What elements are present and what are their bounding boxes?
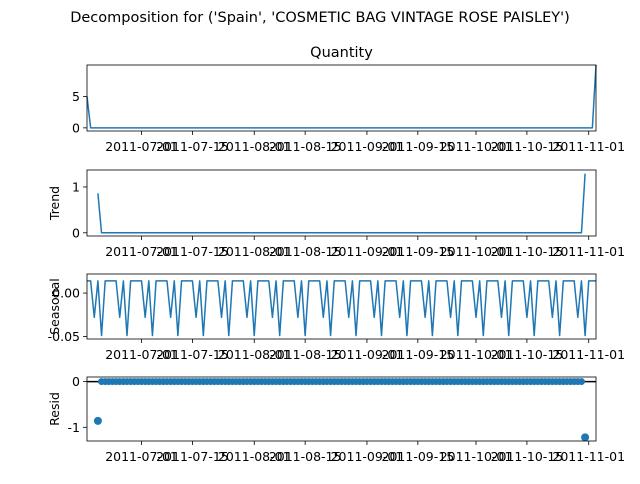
x-tick-label: 2011-10-01: [440, 449, 513, 464]
x-tick-label: 2011-11-01: [552, 449, 625, 464]
y-tick-label: -1: [68, 420, 80, 435]
series-line: [86, 64, 597, 129]
x-tick-label: 2011-10-15: [491, 244, 564, 259]
panel-1: Quantity 0 5 2011-07-012011-07-152011-08-01…: [72, 45, 625, 154]
x-tick-label: 2011-07-15: [156, 347, 229, 362]
x-tick-label: 2011-08-15: [269, 244, 342, 259]
y-tick-label: 0: [72, 225, 80, 240]
x-tick-label: 2011-07-01: [105, 449, 178, 464]
resid-outlier-point: [93, 416, 102, 425]
y-tick-label: 0: [72, 120, 80, 135]
plot-frame: [86, 273, 597, 340]
resid-point: [577, 378, 585, 386]
x-tick-label: 2011-07-15: [156, 244, 229, 259]
panel-4: Resid0-12011-07-012011-07-152011-08-0120…: [47, 374, 625, 464]
y-tick-label: 5: [72, 89, 80, 104]
x-tick-label: 2011-09-01: [331, 244, 404, 259]
y-tick-label: 0: [72, 374, 80, 389]
x-tick-label: 2011-10-01: [440, 244, 513, 259]
x-tick-label: 2011-09-15: [382, 244, 455, 259]
x-tick-label: 2011-09-15: [382, 347, 455, 362]
y-axis-label: Resid: [47, 392, 62, 426]
x-tick-label: 2011-07-15: [156, 449, 229, 464]
x-tick-label: 2011-09-01: [331, 347, 404, 362]
panel-title: Quantity: [310, 45, 373, 61]
x-tick-label: 2011-11-01: [552, 139, 625, 154]
x-tick-label: 2011-09-01: [331, 139, 404, 154]
y-tick-label: -0.05: [48, 329, 80, 344]
x-tick-label: 2011-07-01: [105, 244, 178, 259]
resid-outlier-point: [581, 433, 590, 442]
x-tick-label: 2011-11-01: [552, 244, 625, 259]
panel-3: Seasonal0.00-0.052011-07-012011-07-15201…: [47, 273, 625, 362]
x-tick-label: 2011-10-15: [491, 347, 564, 362]
series-line: [97, 173, 586, 234]
x-tick-label: 2011-07-15: [156, 139, 229, 154]
x-tick-label: 2011-09-15: [382, 449, 455, 464]
figure-suptitle: Decomposition for ('Spain', 'COSMETIC BA…: [70, 10, 570, 26]
x-tick-label: 2011-10-01: [440, 139, 513, 154]
y-axis-label: Seasonal: [47, 278, 62, 335]
x-tick-label: 2011-08-15: [269, 139, 342, 154]
x-tick-label: 2011-08-15: [269, 449, 342, 464]
x-tick-label: 2011-10-15: [491, 139, 564, 154]
panel-2: Trend012011-07-012011-07-152011-08-01201…: [47, 169, 625, 259]
plot-frame: [86, 64, 597, 132]
plot-frame: [86, 376, 597, 442]
x-tick-label: 2011-08-15: [269, 347, 342, 362]
x-tick-label: 2011-09-01: [331, 449, 404, 464]
y-tick-label: 1: [72, 179, 80, 194]
y-axis-label: Trend: [47, 186, 62, 221]
series-line: [87, 280, 596, 337]
x-tick-label: 2011-08-01: [218, 244, 291, 259]
x-tick-label: 2011-08-01: [218, 139, 291, 154]
x-tick-label: 2011-09-15: [382, 139, 455, 154]
y-tick-label: 0.00: [52, 286, 80, 301]
x-tick-label: 2011-07-01: [105, 347, 178, 362]
x-tick-label: 2011-08-01: [218, 449, 291, 464]
x-tick-label: 2011-08-01: [218, 347, 291, 362]
resid-points: [93, 378, 590, 442]
plot-frame: [86, 169, 597, 237]
x-tick-label: 2011-10-15: [491, 449, 564, 464]
x-tick-label: 2011-11-01: [552, 347, 625, 362]
x-tick-label: 2011-10-01: [440, 347, 513, 362]
x-tick-label: 2011-07-01: [105, 139, 178, 154]
